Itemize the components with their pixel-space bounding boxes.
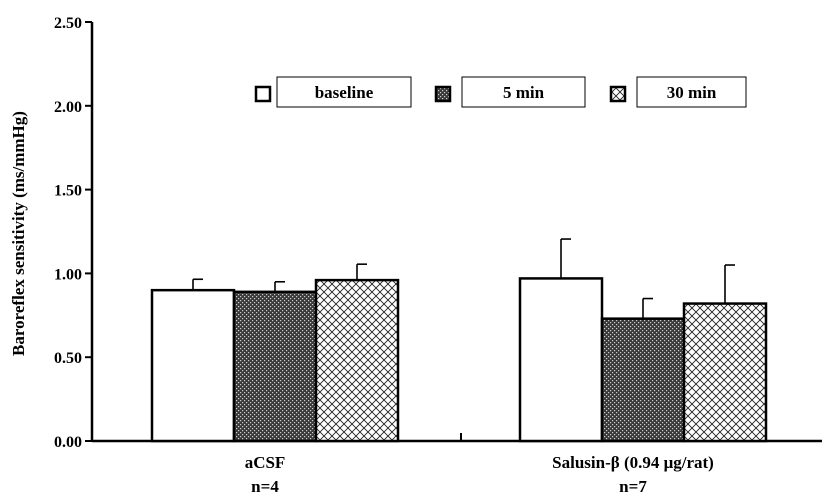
y-tick-label: 2.50 [54, 15, 82, 32]
bar [150, 288, 236, 443]
legend-label-box [636, 76, 747, 108]
legend-swatch [254, 85, 272, 103]
legend-swatch [609, 85, 627, 103]
bar [600, 317, 686, 443]
legend-label: 30 min [667, 83, 717, 102]
category-label: aCSF [245, 453, 286, 472]
legend-label-box [276, 76, 412, 108]
bar [314, 278, 400, 443]
legend-label-box [461, 76, 586, 108]
y-tick-label: 2.00 [54, 99, 82, 116]
y-tick-label: 0.50 [54, 350, 82, 367]
bar [682, 302, 768, 443]
y-tick-label: 1.00 [54, 266, 82, 283]
legend-label: 5 min [503, 83, 545, 102]
legend: baseline 5 min 30 min [254, 76, 747, 108]
category-sublabel: n=4 [251, 477, 279, 496]
category-sublabel: n=7 [619, 477, 647, 496]
category-label: Salusin-β (0.94 μg/rat) [552, 453, 714, 472]
labels-layer: 0.00 0.50 1.00 1.50 2.00 2.50 Baroreflex sensi… [9, 15, 714, 496]
legend-swatch [434, 85, 452, 103]
bars-layer [150, 238, 768, 443]
bar [518, 277, 604, 443]
legend-label: baseline [315, 83, 374, 102]
y-tick-label: 1.50 [54, 183, 82, 200]
bar [232, 290, 318, 443]
y-axis-label: Baroreflex sensitivity (ms/mmHg) [9, 111, 28, 356]
y-tick-label: 0.00 [54, 434, 82, 451]
